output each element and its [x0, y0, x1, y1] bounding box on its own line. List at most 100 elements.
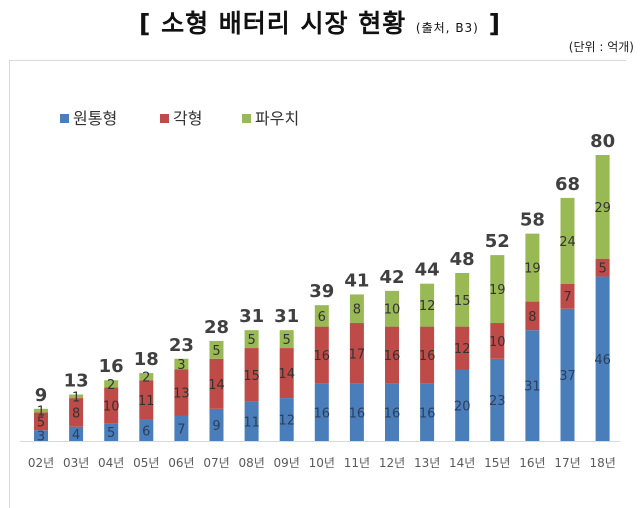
chart-title: [ 소형 배터리 시장 현황 (출처, B3) ]	[0, 4, 640, 40]
title-text: [ 소형 배터리 시장 현황	[138, 9, 407, 38]
bar-2-08년	[244, 330, 259, 349]
segment-label: 5	[247, 333, 255, 348]
segment-label: 6	[318, 310, 326, 325]
legend-swatch-2	[242, 114, 251, 123]
segment-label: 2	[142, 371, 150, 386]
bar-0-14년	[455, 369, 470, 441]
bar-0-02년	[34, 430, 48, 441]
segment-label: 6	[142, 424, 150, 439]
bar-2-10년	[314, 305, 329, 327]
total-label: 18	[134, 349, 159, 370]
bar-2-14년	[455, 272, 470, 327]
segment-label: 31	[524, 380, 541, 395]
legend-label-2: 파우치	[255, 109, 299, 128]
bar-2-07년	[209, 340, 224, 359]
unit-note: (단위 : 억개)	[568, 40, 634, 54]
total-label: 41	[344, 270, 369, 291]
x-tick-label: 05년	[133, 456, 159, 470]
total-label: 52	[485, 231, 510, 252]
x-tick-label: 07년	[203, 456, 229, 470]
x-tick-label: 12년	[379, 456, 405, 470]
total-label: 48	[450, 249, 475, 270]
total-label: 13	[64, 371, 89, 392]
bar-0-06년	[174, 415, 189, 441]
bar-0-03년	[69, 426, 84, 441]
legend-label-1: 각형	[173, 109, 202, 128]
segment-label: 46	[594, 353, 611, 368]
bar-0-13년	[420, 383, 435, 441]
bar-2-04년	[104, 380, 119, 388]
total-label: 68	[555, 174, 580, 195]
segment-label: 19	[489, 283, 506, 298]
bar-0-18년	[595, 276, 610, 441]
bar-0-15년	[490, 358, 505, 441]
total-label: 9	[35, 385, 48, 406]
legend-label-0: 원통형	[73, 109, 117, 128]
segment-label: 24	[559, 235, 576, 250]
bar-0-16년	[525, 330, 540, 441]
segment-label: 29	[594, 201, 611, 216]
x-tick-label: 16년	[519, 456, 545, 470]
segment-label: 15	[243, 369, 260, 384]
segment-label: 10	[489, 335, 506, 350]
bar-2-18년	[595, 155, 610, 259]
legend-swatch-1	[160, 114, 169, 123]
segment-label: 8	[353, 303, 361, 318]
bar-2-03년	[69, 394, 84, 399]
segment-label: 8	[72, 406, 80, 421]
bar-0-12년	[385, 383, 399, 441]
bar-1-06년	[174, 369, 189, 416]
segment-label: 14	[208, 378, 225, 393]
segment-label: 5	[283, 333, 291, 348]
x-tick-label: 08년	[238, 456, 264, 470]
segment-label: 7	[563, 290, 571, 305]
bar-1-07년	[209, 358, 224, 409]
segment-label: 16	[314, 406, 331, 421]
legend-swatch-0	[60, 114, 69, 123]
x-tick-label: 13년	[414, 456, 440, 470]
title-close: ]	[488, 9, 502, 38]
bar-1-09년	[279, 348, 294, 399]
segment-label: 1	[72, 390, 80, 405]
segment-label: 19	[524, 262, 541, 277]
bar-0-04년	[104, 423, 119, 441]
total-label: 80	[590, 131, 615, 152]
segment-label: 5	[37, 415, 45, 430]
segment-label: 37	[559, 369, 576, 384]
segment-label: 10	[103, 399, 120, 414]
x-tick-label: 09년	[274, 456, 300, 470]
segment-label: 10	[384, 303, 401, 318]
bar-1-11년	[349, 323, 364, 384]
total-label: 16	[99, 356, 124, 377]
segment-label: 12	[419, 299, 436, 314]
x-tick-label: 03년	[63, 456, 89, 470]
segment-label: 16	[349, 406, 366, 421]
total-label: 28	[204, 317, 229, 338]
x-tick-label: 10년	[309, 456, 335, 470]
x-tick-label: 15년	[484, 456, 510, 470]
segment-label: 16	[419, 406, 436, 421]
bar-1-10년	[314, 326, 329, 384]
x-tick-label: 17년	[554, 456, 580, 470]
bar-2-06년	[174, 358, 189, 370]
bar-1-13년	[420, 326, 435, 384]
bar-1-14년	[455, 326, 470, 370]
segment-label: 5	[598, 262, 606, 277]
bar-0-10년	[314, 383, 329, 441]
bar-0-05년	[139, 419, 154, 441]
bar-1-12년	[385, 326, 399, 384]
total-label: 31	[274, 306, 299, 327]
segment-label: 7	[177, 422, 185, 437]
bar-1-17년	[560, 283, 575, 309]
bar-1-08년	[244, 348, 259, 402]
total-label: 31	[239, 306, 264, 327]
segment-label: 17	[349, 347, 366, 362]
x-tick-label: 04년	[98, 456, 124, 470]
segment-label: 16	[419, 349, 436, 364]
bar-1-04년	[104, 387, 119, 424]
total-label: 58	[520, 210, 545, 231]
segment-label: 2	[107, 378, 115, 393]
bar-1-03년	[69, 398, 84, 427]
segment-label: 9	[212, 419, 220, 434]
